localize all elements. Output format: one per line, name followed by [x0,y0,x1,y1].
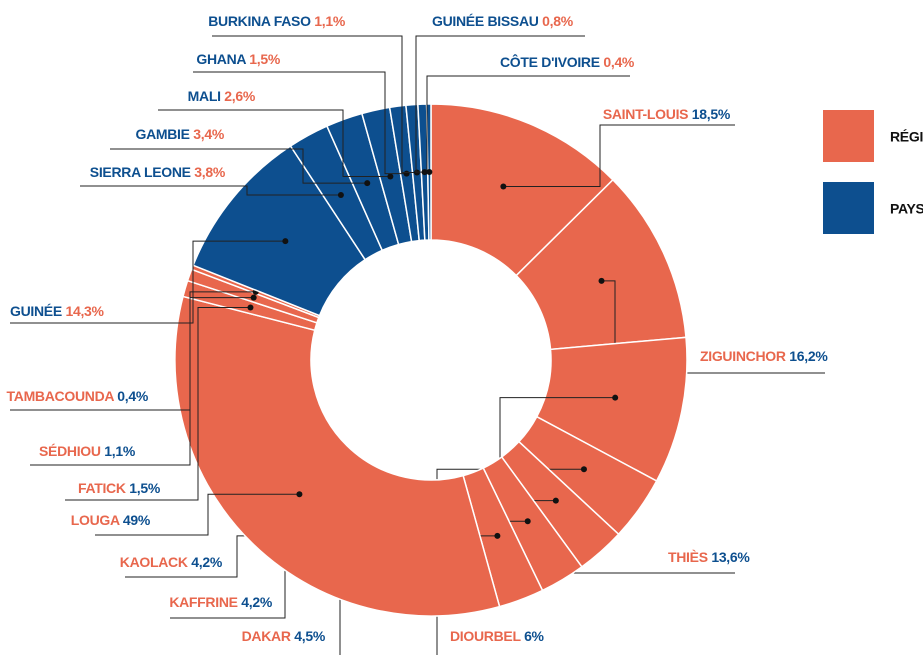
leader-dot [426,169,433,176]
legend-label: RÉGION [890,129,923,145]
leader-dot [494,532,501,539]
slice-name: GAMBIE [135,126,189,142]
slice-value: 0,4% [603,54,635,70]
slice-name: KAFFRINE [169,594,237,610]
leader-dot [364,180,371,187]
slice-name: TAMBACOUNDA [7,388,115,404]
legend-label: PAYS [890,201,923,217]
slice-name: SÉDHIOU [39,443,101,459]
slice-name: MALI [188,88,221,104]
slice-name: THIÈS [668,549,708,565]
slice-name: DIOURBEL [450,628,521,644]
slice-label: CÔTE D'IVOIRE 0,4% [500,53,635,70]
slice-label: SAINT-LOUIS 18,5% [603,106,731,122]
leader-line [95,493,300,536]
donut-slice [430,103,614,277]
leader-line [601,280,825,374]
slice-value: 4,2% [191,554,223,570]
slice-label: GUINÉE BISSAU 0,8% [432,13,574,29]
slice-name: CÔTE D'IVOIRE [500,53,600,70]
slice-value: 1,5% [129,480,161,496]
leader-line [65,307,251,501]
slice-value: 14,3% [65,303,104,319]
slice-label: THIÈS 13,6% [668,549,750,565]
slice-value: 16,2% [789,348,828,364]
slice-name: ZIGUINCHOR [700,348,786,364]
slice-label: ZIGUINCHOR 16,2% [700,348,828,364]
leader-line [10,291,256,411]
slice-name: LOUGA [71,512,120,528]
slice-value: 2,6% [224,88,256,104]
slice-value: 49% [123,512,151,528]
slice-name: GUINÉE BISSAU [432,13,539,29]
slice-value: 4,2% [241,594,273,610]
slice-value: 1,5% [249,51,281,67]
slice-label: SIERRA LEONE 3,8% [90,164,226,180]
slice-value: 0,4% [117,388,149,404]
leader-dot [580,466,587,473]
legend-swatch [823,182,874,234]
leader-line [80,185,341,196]
slice-label: GAMBIE 3,4% [135,126,224,142]
slice-label: GUINÉE 14,3% [10,303,105,319]
slice-label: DIOURBEL 6% [450,628,545,644]
slice-value: 3,4% [193,126,225,142]
leader-dot [282,238,289,245]
slice-name: DAKAR [242,628,291,644]
legend-swatch [823,110,874,162]
slice-value: 6% [524,628,544,644]
slice-value: 4,5% [294,628,326,644]
leader-dot [403,170,410,177]
leader-line [10,240,286,324]
slice-value: 18,5% [692,106,731,122]
slice-label: LOUGA 49% [71,512,151,528]
leader-dot [337,191,344,198]
donut-slice [174,295,501,617]
leader-dot [247,304,254,311]
slice-label: KAFFRINE 4,2% [169,594,273,610]
slice-name: KAOLACK [120,554,188,570]
leader-dot [296,491,303,498]
slice-label: BURKINA FASO 1,1% [208,13,346,29]
slice-label: MALI 2,6% [188,88,256,104]
slice-label: TAMBACOUNDA 0,4% [7,388,149,404]
leader-line [110,148,368,184]
leader-dot [598,277,605,284]
slice-label: GHANA 1,5% [196,51,280,67]
leader-line [193,71,407,175]
leader-dot [612,394,619,401]
leader-line [415,35,585,173]
slice-name: SIERRA LEONE [90,164,191,180]
leader-line [503,124,735,187]
slice-value: 1,1% [104,443,136,459]
leader-line [212,35,417,174]
slice-name: GUINÉE [10,303,62,319]
leader-line [158,109,391,177]
slice-value: 0,8% [542,13,574,29]
slice-label: SÉDHIOU 1,1% [39,443,136,459]
slice-label: DAKAR 4,5% [242,628,326,644]
slice-label: FATICK 1,5% [78,480,161,496]
leader-dot [524,518,531,525]
slice-name: FATICK [78,480,126,496]
leader-dot [250,294,257,301]
slice-value: 13,6% [711,549,750,565]
leader-dot [421,169,428,176]
slice-value: 3,8% [194,164,226,180]
slice-value: 1,1% [314,13,346,29]
slice-name: BURKINA FASO [208,13,311,29]
slice-name: GHANA [196,51,246,67]
leader-dot [387,173,394,180]
leader-dot [500,183,507,190]
slice-name: SAINT-LOUIS [603,106,688,122]
slice-label: KAOLACK 4,2% [120,554,223,570]
leader-dot [552,497,559,504]
